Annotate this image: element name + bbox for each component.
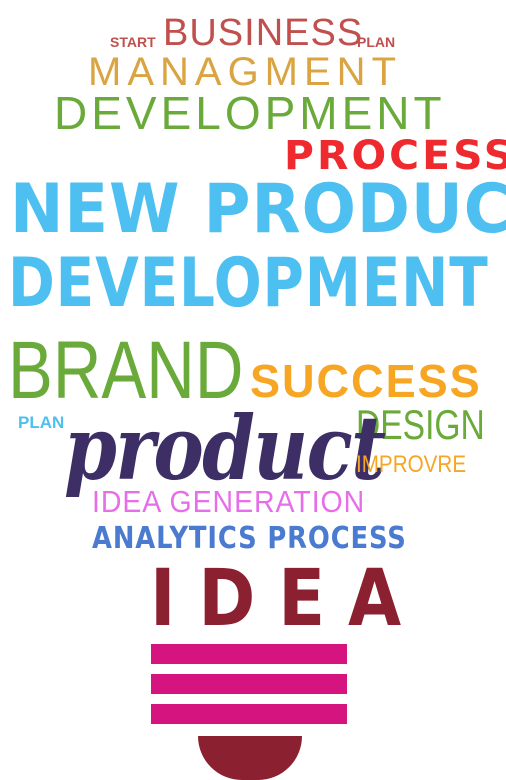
word-development-big: DEVELOPMENT: [8, 244, 489, 323]
word-improvre: IMPROVRE: [356, 451, 467, 478]
word-process: PROCESS: [284, 133, 506, 179]
word-design: DESIGN: [356, 401, 485, 448]
word-brand: BRAND: [8, 325, 244, 416]
word-managment: MANAGMENT: [88, 50, 402, 94]
bulb-stripe: [151, 644, 347, 664]
word-success: SUCCESS: [250, 355, 482, 407]
word-idea-generation: IDEA GENERATION: [92, 484, 366, 519]
bulb-stripe: [151, 704, 347, 724]
word-plan-top: PLAN: [357, 34, 396, 50]
bulb-stripe: [151, 674, 347, 694]
word-plan-left: PLAN: [18, 413, 65, 432]
word-development-top: DEVELOPMENT: [54, 87, 446, 139]
word-new-product: NEW PRODUCT: [10, 170, 506, 249]
bulb-base: [198, 736, 302, 780]
word-product: product: [64, 396, 386, 500]
word-start: START: [110, 34, 156, 50]
word-business: BUSINESS: [163, 12, 364, 54]
word-idea: IDEA: [150, 554, 425, 644]
word-analytics-process: ANALYTICS PROCESS: [92, 521, 407, 556]
